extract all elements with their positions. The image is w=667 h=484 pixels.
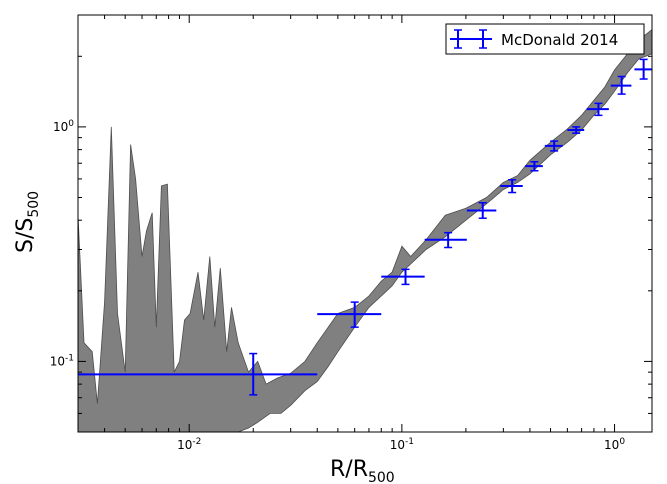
profile-band xyxy=(78,29,652,432)
x-axis-label: R/R500 xyxy=(330,457,395,484)
plot-frame xyxy=(77,14,653,433)
legend: McDonald 2014 xyxy=(445,23,645,55)
legend-marker xyxy=(450,29,492,49)
y-axis-label: S/S500 xyxy=(13,191,42,253)
x-tick-label: 10-1 xyxy=(390,437,414,452)
x-tick-label: 10-2 xyxy=(177,437,201,452)
plot-content xyxy=(78,29,652,432)
y-tick-label: 100 xyxy=(53,119,74,134)
x-tick-label: 100 xyxy=(604,437,625,452)
legend-label: McDonald 2014 xyxy=(501,31,618,49)
y-tick-label: 10-1 xyxy=(50,353,74,368)
plot-area xyxy=(78,29,652,432)
axis-ticks: 10-2 10-1 100 10-1 100 xyxy=(50,14,652,452)
